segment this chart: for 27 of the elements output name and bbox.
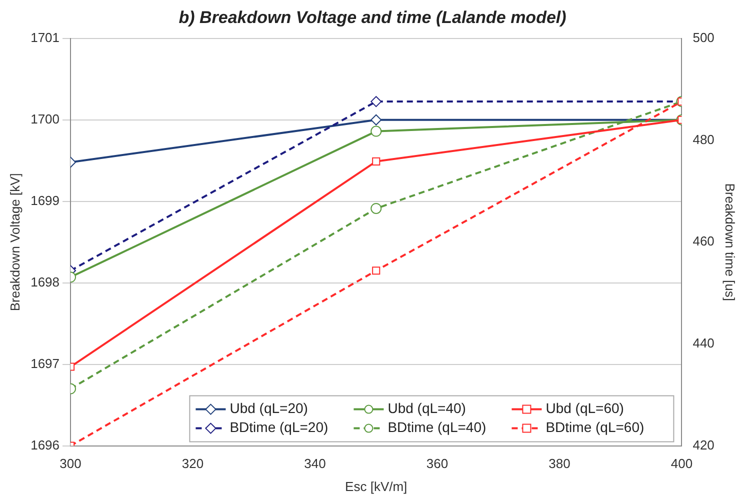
y-tick-label: 1696 bbox=[30, 437, 60, 452]
y-tick-label: 1698 bbox=[30, 274, 60, 290]
y-tick-label: 1700 bbox=[30, 111, 60, 126]
y2-tick-label: 480 bbox=[692, 132, 714, 147]
legend-label: Ubd (qL=20) bbox=[230, 400, 308, 416]
x-tick-label: 300 bbox=[60, 456, 82, 472]
legend-label: Ubd (qL=60) bbox=[546, 400, 624, 416]
y2-tick-label: 420 bbox=[692, 437, 714, 452]
x-tick-label: 360 bbox=[426, 456, 448, 472]
y-tick-label: 1697 bbox=[30, 356, 60, 371]
legend-label: BDtime (qL=20) bbox=[230, 419, 328, 436]
x-tick-label: 380 bbox=[548, 456, 570, 472]
x-tick-label: 340 bbox=[304, 456, 326, 472]
y2-tick-label: 500 bbox=[692, 30, 714, 45]
x-axis-title: Esc [kV/m] bbox=[345, 478, 408, 494]
y-tick-label: 1701 bbox=[30, 30, 60, 45]
legend-label: Ubd (qL=40) bbox=[388, 400, 466, 416]
y2-tick-label: 460 bbox=[692, 234, 714, 249]
y2-tick-label: 440 bbox=[692, 336, 714, 351]
legend-label: BDtime (qL=60) bbox=[546, 419, 644, 436]
legend-label: BDtime (qL=40) bbox=[388, 419, 486, 436]
chart-title: b) Breakdown Voltage and time (Lalande model) bbox=[178, 8, 567, 27]
y2-axis-title: Breakdown time [us] bbox=[722, 183, 738, 301]
y-axis-title: Breakdown Voltage [kV] bbox=[7, 173, 22, 312]
x-tick-label: 320 bbox=[182, 456, 204, 472]
x-tick-label: 400 bbox=[670, 456, 693, 472]
y-tick-label: 1699 bbox=[30, 192, 60, 208]
